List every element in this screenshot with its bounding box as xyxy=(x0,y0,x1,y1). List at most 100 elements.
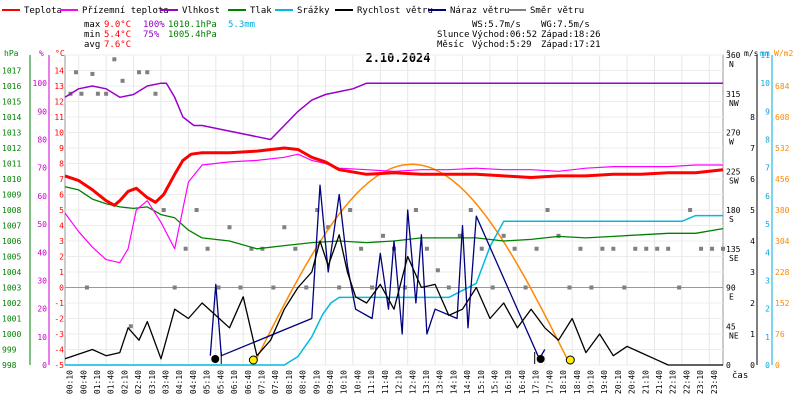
temp-tick-label: 1 xyxy=(59,268,64,277)
x-tick-label: 03:10 xyxy=(148,370,157,394)
temp-tick-label: 8 xyxy=(59,160,64,169)
wind-dir-point xyxy=(435,268,440,273)
stats-max-hum: 100% xyxy=(143,20,165,30)
ms-tick-label: 5 xyxy=(750,206,755,215)
x-tick-label: 14:40 xyxy=(463,370,472,394)
temp-tick-label: 12 xyxy=(54,98,64,107)
legend-label: Rychlost větru xyxy=(357,6,433,16)
deg-tick-label: 360 xyxy=(726,51,741,60)
deg-tick-label: 180 xyxy=(726,206,741,215)
hpa-tick-label: 1009 xyxy=(2,191,21,200)
legend-label: Tlak xyxy=(250,6,272,16)
x-tick-label: 09:10 xyxy=(312,370,321,394)
hpa-tick-label: 1004 xyxy=(2,268,21,277)
mm-tick-label: 11 xyxy=(760,51,770,60)
wind-gust-series xyxy=(209,184,546,360)
ms-axis-unit: m/s xyxy=(744,49,759,58)
x-tick-label: 22:40 xyxy=(682,370,691,394)
x-tick-label: 04:10 xyxy=(175,370,184,394)
moonrise-info: Východ:5:29 xyxy=(472,40,532,50)
ground-temperature-series xyxy=(64,153,723,264)
wind-dir-point xyxy=(112,57,117,62)
x-tick-label: 11:10 xyxy=(367,370,376,394)
deg-tick-label: 315 xyxy=(726,90,741,99)
wind-dir-point xyxy=(315,208,320,212)
pct-tick-label: 0 xyxy=(42,361,47,370)
hpa-tick-label: 1000 xyxy=(2,330,21,339)
x-tick-label: 18:40 xyxy=(573,370,582,394)
pct-tick-label: 30 xyxy=(37,276,47,285)
hpa-tick-label: 1007 xyxy=(2,222,21,231)
wind-dir-point xyxy=(402,285,407,290)
wind-dir-point xyxy=(216,285,221,290)
ms-tick-label: 2 xyxy=(750,299,755,308)
pct-tick-label: 10 xyxy=(37,333,47,342)
x-tick-label: 22:10 xyxy=(669,370,678,394)
wind-dir-point xyxy=(282,225,287,230)
wind-dir-point xyxy=(578,246,583,251)
temp-tick-label: -3 xyxy=(54,330,64,339)
moonset-info: Západ:17:21 xyxy=(541,40,601,50)
x-tick-label: 23:40 xyxy=(710,370,719,394)
moon-label: Měsíc xyxy=(437,40,464,50)
hpa-tick-label: 1006 xyxy=(2,237,21,246)
deg-tick-label: 270 xyxy=(726,129,741,138)
legend-label: Teplota xyxy=(24,6,62,16)
wind-dir-point xyxy=(145,70,150,75)
temp-tick-label: -4 xyxy=(54,346,64,355)
stats-avg-temp: 7.6°C xyxy=(104,40,131,50)
deg-tick-label: 0 xyxy=(726,361,731,370)
hpa-tick-label: 1017 xyxy=(2,67,21,76)
wind-dir-point xyxy=(721,246,725,251)
x-tick-label: 05:40 xyxy=(216,370,225,394)
x-tick-label: 00:10 xyxy=(66,370,75,394)
wind-dir-point xyxy=(534,246,539,251)
ms-tick-label: 8 xyxy=(750,113,755,122)
rain-series xyxy=(65,214,723,366)
solar-series xyxy=(252,163,570,366)
temp-tick-label: 13 xyxy=(54,82,64,91)
wind-dir-point xyxy=(699,246,704,251)
pct-tick-label: 70 xyxy=(37,164,47,173)
hpa-tick-label: 1010 xyxy=(2,175,21,184)
wind-dir-point xyxy=(370,285,375,290)
stats-max-temp: 9.0°C xyxy=(104,20,131,30)
ms-tick-label: 4 xyxy=(750,237,755,246)
wind-dir-point xyxy=(381,233,386,238)
deg-tick-dir: S xyxy=(729,215,734,224)
mm-tick-label: 4 xyxy=(765,248,770,257)
wind-dir-point xyxy=(271,285,276,290)
wind-dir-point xyxy=(227,225,232,230)
x-tick-label: 08:40 xyxy=(299,370,308,394)
x-tick-label: 02:40 xyxy=(134,370,143,394)
mm-tick-label: 5 xyxy=(765,220,770,229)
x-axis-label: čas xyxy=(732,370,748,381)
temp-tick-label: 10 xyxy=(54,129,64,138)
x-tick-label: 17:40 xyxy=(545,370,554,394)
wm2-tick-label: 380 xyxy=(775,206,790,215)
hpa-tick-label: 1013 xyxy=(2,129,21,138)
temp-axis-unit: °C xyxy=(55,49,65,58)
x-tick-label: 18:10 xyxy=(559,370,568,394)
x-tick-label: 10:40 xyxy=(353,370,362,394)
pct-tick-label: 80 xyxy=(37,136,47,145)
sunrise-marker xyxy=(248,355,258,365)
x-tick-label: 19:10 xyxy=(586,370,595,394)
temp-tick-label: 11 xyxy=(54,113,64,122)
pct-tick-label: 20 xyxy=(37,305,47,314)
deg-tick-dir: SW xyxy=(729,176,739,185)
temp-tick-label: 5 xyxy=(59,206,64,215)
wind-dir-point xyxy=(413,208,418,212)
temp-tick-label: -2 xyxy=(54,315,64,324)
wm2-tick-label: 608 xyxy=(775,113,790,122)
x-tick-label: 06:40 xyxy=(244,370,253,394)
plot-area xyxy=(64,57,725,366)
x-tick-label: 01:40 xyxy=(107,370,116,394)
stats-max-rain: 5.3mm xyxy=(228,20,255,30)
wind-dir-point xyxy=(424,246,429,251)
stats-min-temp: 5.4°C xyxy=(104,30,131,40)
legend-label: Směr větru xyxy=(530,6,584,16)
deg-tick-label: 90 xyxy=(726,284,736,293)
x-tick-label: 15:40 xyxy=(491,370,500,394)
wind-dir-point xyxy=(172,285,177,290)
